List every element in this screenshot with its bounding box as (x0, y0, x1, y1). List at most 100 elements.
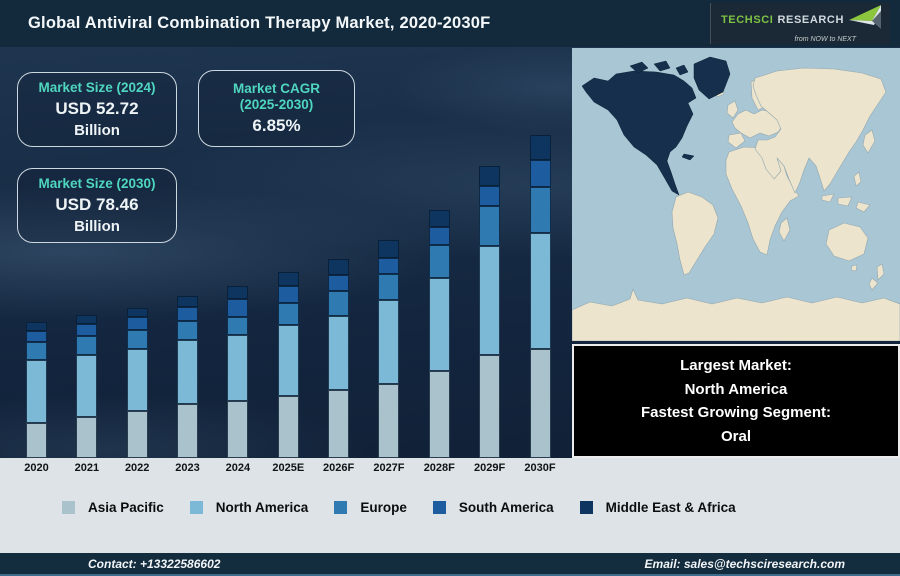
bar-segment (227, 286, 249, 299)
legend-swatch-icon (62, 501, 75, 514)
bar-segment (277, 272, 299, 286)
bar-segment (126, 330, 148, 349)
legend-swatch-icon (334, 501, 348, 514)
bar-2029F (479, 166, 501, 458)
bar-segment (479, 246, 501, 355)
bar-2023 (177, 296, 199, 458)
bar-segment (177, 307, 199, 321)
x-axis-label: 2029F (474, 462, 506, 474)
bar-segment (328, 316, 350, 390)
bar-segment (26, 360, 47, 423)
bar-segment (277, 303, 299, 325)
bar-2030F (529, 135, 551, 458)
bar-segment (479, 166, 501, 186)
callout-heading: Market CAGR (232, 81, 321, 97)
map-highlight-north-america (581, 56, 731, 196)
x-axis-label: 2027F (373, 462, 405, 474)
bar-segment (26, 322, 47, 331)
footer-email: Email: sales@techsciresearch.com (644, 556, 845, 571)
bar-2028F (428, 210, 450, 458)
bar-segment (126, 317, 148, 330)
bar-segment (378, 300, 400, 384)
callout-value: 6.85% (252, 115, 301, 135)
x-axis-label: 2028F (423, 462, 455, 474)
legend-item: North America (189, 500, 309, 515)
bar-segment (378, 274, 400, 300)
highlight-line: Largest Market: (680, 357, 792, 374)
legend-item: Asia Pacific (62, 500, 164, 515)
highlight-line: Oral (720, 427, 751, 445)
logo-arrow-icon (848, 4, 882, 35)
legend-swatch-icon (189, 501, 203, 514)
bar-segment (177, 296, 199, 307)
bar-segment (328, 291, 350, 316)
callout-market-size-2024: Market Size (2024) USD 52.72 Billion (17, 72, 177, 147)
bar-segment (76, 315, 98, 324)
bar-segment (428, 227, 450, 245)
callout-heading: Market Size (2030) (38, 176, 156, 192)
bar-2022 (126, 308, 148, 458)
bar-segment (177, 340, 199, 404)
bar-segment (126, 349, 148, 411)
bar-segment (277, 396, 299, 458)
legend-label: South America (458, 500, 554, 515)
x-axis-label: 2022 (124, 462, 150, 474)
bar-2026F (328, 259, 350, 458)
logo-brand-primary: TechSci (720, 13, 774, 26)
bar-segment (76, 417, 98, 458)
x-axis-label: 2030F (524, 462, 556, 474)
callout-unit: Billion (74, 121, 120, 139)
bar-segment (378, 384, 400, 458)
callout-unit: Billion (74, 217, 120, 235)
callout-value: USD 78.46 (55, 194, 139, 214)
bar-segment (177, 404, 199, 458)
bar-segment (428, 210, 450, 227)
callout-period: (2025-2030) (239, 97, 314, 112)
bar-segment (126, 411, 148, 458)
bar-2027F (378, 240, 400, 458)
chart-background: Market Size (2024) USD 52.72 Billion Mar… (0, 47, 900, 458)
bar-segment (529, 187, 551, 233)
bar-segment (378, 258, 400, 274)
world-map (572, 48, 900, 341)
bar-segment (428, 245, 450, 278)
highlight-line: Fastest Growing Segment: (640, 404, 832, 421)
bar-segment (479, 206, 501, 246)
bar-segment (26, 423, 47, 458)
bar-segment (227, 335, 249, 401)
page-title: Global Antiviral Combination Therapy Mar… (28, 14, 491, 32)
highlight-line: North America (684, 380, 788, 398)
x-axis-label: 2023 (175, 462, 200, 474)
bar-segment (227, 299, 249, 317)
logo-brand-secondary: Research (777, 13, 844, 26)
bar-segment (227, 401, 249, 458)
bar-segment (529, 160, 551, 187)
bar-segment (76, 336, 98, 355)
bar-2025E (277, 272, 299, 458)
x-axis-label: 2026F (322, 462, 355, 474)
bar-2020 (26, 322, 47, 458)
logo-tagline: from NOW to NEXT (794, 36, 856, 43)
x-axis-label: 2025E (272, 462, 305, 474)
title-bar: Global Antiviral Combination Therapy Mar… (0, 0, 900, 47)
bar-segment (177, 321, 199, 340)
footer: Contact: +13322586602 Email: sales@techs… (0, 553, 900, 576)
bar-segment (126, 308, 148, 317)
techsci-logo: TechSci Research from NOW to NEXT (710, 3, 890, 44)
bar-segment (378, 240, 400, 258)
highlight-panel: Largest Market: North America Fastest Grow… (572, 344, 900, 458)
legend-label: Asia Pacific (88, 500, 164, 515)
legend-label: Europe (360, 500, 407, 515)
bar-segment (26, 331, 47, 342)
callout-heading: Market Size (2024) (38, 80, 156, 96)
bar-segment (277, 325, 299, 396)
legend-swatch-icon (579, 501, 593, 514)
footer-contact: Contact: +13322586602 (88, 556, 221, 571)
legend-label: North America (215, 500, 309, 515)
callout-market-cagr: Market CAGR (2025-2030) 6.85% (198, 70, 355, 147)
x-axis-label: 2024 (225, 462, 251, 474)
legend-label: Middle East & Africa (605, 500, 736, 515)
bar-segment (479, 186, 501, 206)
bar-chart (0, 47, 570, 458)
